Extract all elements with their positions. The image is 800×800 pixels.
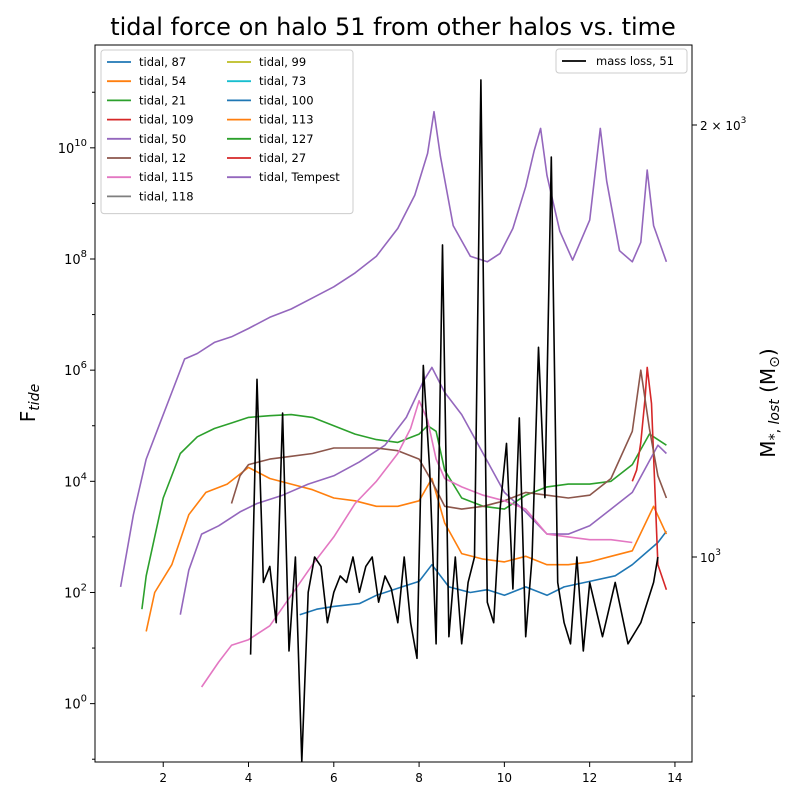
mass-loss-layer [249, 79, 659, 762]
x-tick-label: 8 [415, 771, 423, 785]
y-left-tick-label: 100 [64, 694, 87, 713]
chart-title: tidal force on halo 51 from other halos … [110, 13, 676, 41]
legend-label: tidal, 12 [139, 151, 186, 165]
legend-label: mass loss, 51 [596, 54, 674, 68]
y-axis-label-right: M*, lost (M⊙) [756, 348, 783, 457]
y-left-tick-label: 1010 [58, 138, 87, 157]
series-line-4 [179, 366, 667, 615]
y-right-tick-label: 103 [700, 548, 721, 565]
legend-label: tidal, 50 [139, 132, 186, 146]
legend-label: tidal, 21 [139, 93, 186, 107]
x-tick-label: 14 [667, 771, 682, 785]
series-line-2 [141, 413, 667, 610]
x-tick-label: 6 [330, 771, 338, 785]
legend-label: tidal, Tempest [259, 170, 340, 184]
legend-label: tidal, 27 [259, 151, 306, 165]
series-line-1 [145, 466, 668, 632]
x-tick-label: 2 [159, 771, 167, 785]
y-axis-label-left: Ftide [16, 384, 43, 422]
legend-label: tidal, 115 [139, 170, 194, 184]
legend-label: tidal, 118 [139, 189, 194, 203]
series-line-0 [299, 530, 668, 616]
legend-label: tidal, 113 [259, 113, 314, 127]
legend-label: tidal, 87 [139, 55, 186, 69]
series-line-5 [230, 369, 668, 510]
plot-area [94, 44, 693, 763]
x-tick-label: 10 [497, 771, 512, 785]
x-tick-label: 12 [582, 771, 597, 785]
x-tick-label: 4 [245, 771, 253, 785]
legend-mass-loss: mass loss, 51 [555, 48, 688, 74]
y-left-tick-label: 106 [64, 360, 87, 379]
y-axis-left: 100 102 104 106 108 1010 [58, 91, 95, 760]
legend-box-right [555, 48, 688, 74]
y-right-tick-label: 2 × 103 [700, 116, 746, 133]
y-axis-right: 2 × 103 103 [692, 116, 746, 697]
legend-label: tidal, 99 [259, 55, 306, 69]
series-line-3 [631, 366, 668, 590]
legend-label: tidal, 127 [259, 132, 314, 146]
y-left-tick-label: 108 [64, 249, 87, 268]
legend-label: tidal, 100 [259, 93, 314, 107]
x-axis: 2 4 6 8 10 12 14 [159, 762, 683, 785]
legend-label: tidal, 54 [139, 74, 186, 88]
y-left-tick-label: 104 [64, 471, 87, 490]
mass-loss-line [249, 79, 659, 762]
series-line-7 [119, 110, 668, 588]
series-layer [119, 110, 668, 688]
plot-frame [94, 44, 693, 763]
legend-label: tidal, 73 [259, 74, 306, 88]
legend-tidal: tidal, 87 tidal, 54 tidal, 21 tidal, 109 tid… [100, 49, 354, 215]
y-left-tick-label: 102 [64, 582, 87, 601]
series-line-6 [200, 399, 633, 688]
legend-box [100, 49, 354, 215]
legend-label: tidal, 109 [139, 113, 194, 127]
